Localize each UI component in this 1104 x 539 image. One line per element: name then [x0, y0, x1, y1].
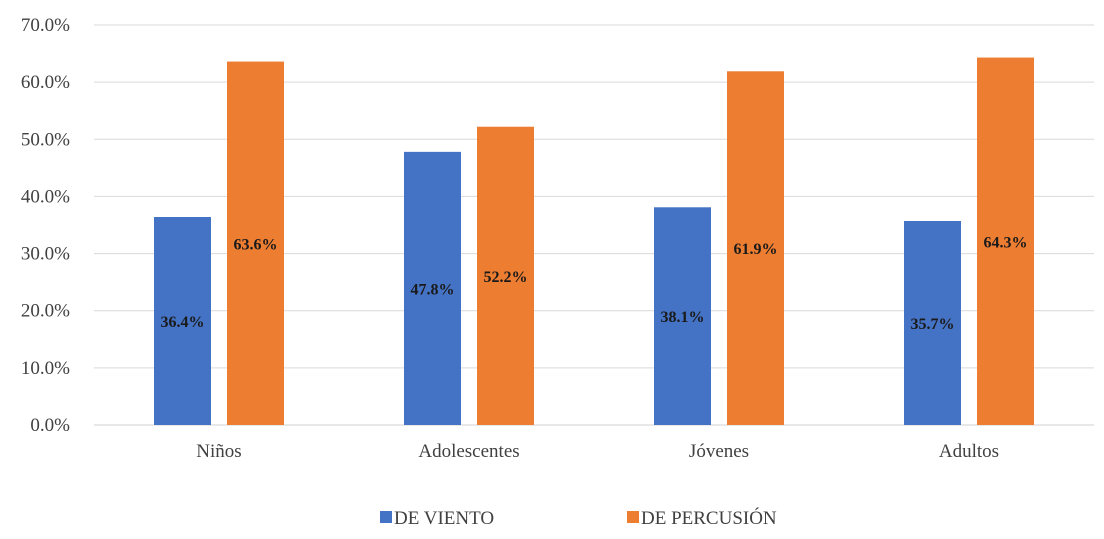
x-category-label: Adolescentes	[418, 441, 519, 462]
legend-swatch	[380, 511, 392, 523]
y-tick-label: 30.0%	[21, 244, 70, 265]
bar-percusion-2	[727, 71, 784, 426]
y-tick-label: 60.0%	[21, 72, 70, 93]
y-tick-label: 40.0%	[21, 186, 70, 207]
bar-percusion-3	[977, 57, 1034, 425]
bar-viento-0	[154, 217, 211, 425]
data-label: 64.3%	[984, 234, 1028, 251]
legend-label: DE PERCUSIÓN	[641, 507, 777, 529]
y-tick-label: 0.0%	[30, 415, 70, 436]
data-label: 61.9%	[734, 241, 778, 258]
bars	[154, 57, 1034, 426]
bar-viento-2	[654, 207, 711, 425]
y-axis-tick-labels: 0.0% 10.0% 20.0% 30.0% 40.0% 50.0% 60.0% 70.0%	[21, 15, 70, 436]
legend: DE VIENTO DE PERCUSIÓN	[380, 507, 777, 529]
y-tick-label: 20.0%	[21, 301, 70, 322]
legend-swatch	[627, 511, 639, 523]
y-tick-label: 70.0%	[21, 15, 70, 36]
data-label: 38.1%	[661, 309, 705, 326]
y-tick-label: 10.0%	[21, 358, 70, 379]
data-label: 52.2%	[484, 269, 528, 286]
bar-viento-1	[404, 151, 461, 425]
x-category-label: Jóvenes	[689, 441, 749, 462]
data-label: 35.7%	[911, 316, 955, 333]
data-labels: 36.4% 63.6% 47.8% 52.2% 38.1% 61.9% 35.7% 64.3%	[161, 234, 1028, 333]
x-axis-category-labels: Niños Adolescentes Jóvenes Adultos	[196, 441, 999, 462]
bar-percusion-1	[477, 126, 534, 425]
bar-viento-3	[904, 221, 961, 425]
y-tick-label: 50.0%	[21, 129, 70, 150]
bar-percusion-0	[227, 61, 284, 425]
data-label: 36.4%	[161, 314, 205, 331]
data-label: 47.8%	[411, 281, 455, 298]
x-category-label: Adultos	[939, 441, 999, 462]
data-label: 63.6%	[234, 236, 278, 253]
x-category-label: Niños	[196, 441, 241, 462]
legend-label: DE VIENTO	[394, 508, 494, 529]
